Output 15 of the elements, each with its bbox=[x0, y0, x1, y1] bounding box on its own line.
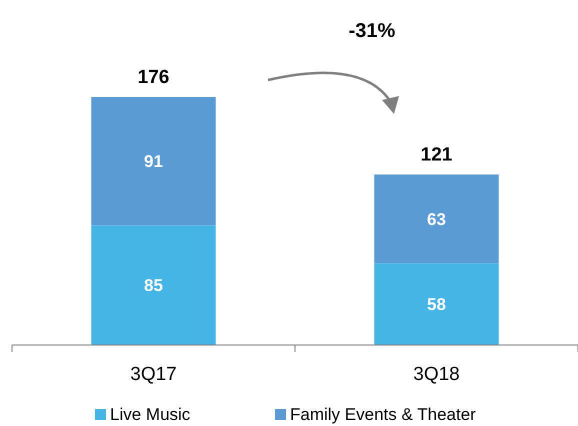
bar bbox=[91, 225, 216, 345]
legend-label: Live Music bbox=[110, 405, 191, 424]
data-label: 63 bbox=[427, 210, 446, 229]
bar bbox=[374, 263, 499, 345]
bar bbox=[91, 97, 216, 226]
data-label: 85 bbox=[144, 276, 163, 296]
legend-label: Family Events & Theater bbox=[290, 405, 476, 424]
data-label: 91 bbox=[144, 152, 163, 172]
total-label: 176 bbox=[138, 67, 170, 88]
data-label: 58 bbox=[427, 295, 446, 314]
x-tick-label: 3Q18 bbox=[413, 364, 460, 385]
total-label: 121 bbox=[420, 144, 453, 166]
text: -31% bbox=[348, 20, 396, 42]
bar bbox=[374, 174, 499, 264]
x-tick-label: 3Q17 bbox=[130, 364, 177, 385]
